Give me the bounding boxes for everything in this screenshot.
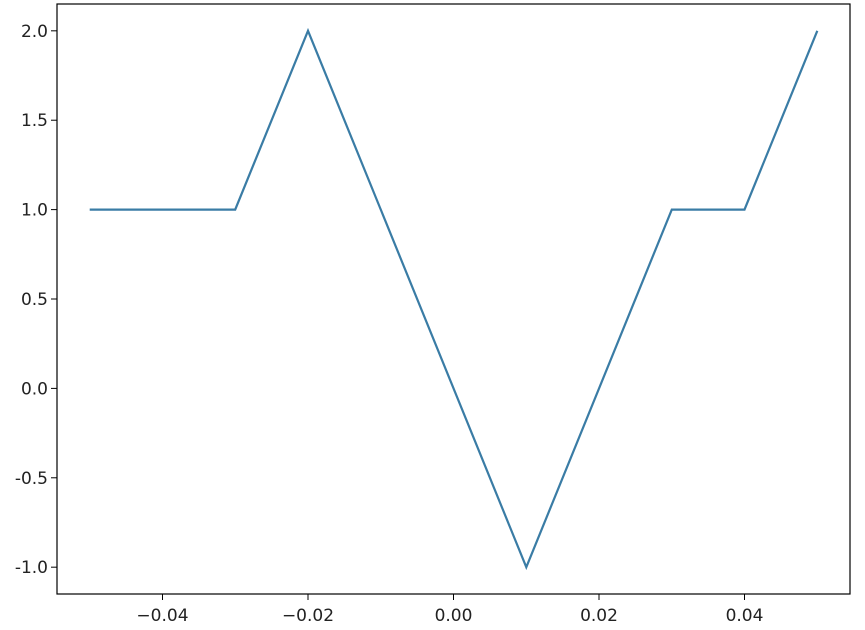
x-tick-label: 0.02 [580, 606, 618, 626]
x-tick-label: 0.04 [726, 606, 764, 626]
axes-frame [56, 3, 851, 595]
y-tick-label: 0.5 [21, 290, 48, 310]
x-tick-label: −0.02 [282, 606, 334, 626]
y-axis: -1.0 -0.5 0.0 0.5 1.0 1.5 2.0 [15, 22, 57, 578]
y-tick-label: 0.0 [21, 379, 48, 399]
y-tick-label: 2.0 [21, 22, 48, 42]
y-tick-label: 1.5 [21, 111, 48, 131]
x-tick-label: −0.04 [136, 606, 188, 626]
series-line [89, 27, 819, 571]
y-tick-label: -0.5 [15, 469, 48, 489]
y-tick-label: -1.0 [15, 558, 48, 578]
x-axis: −0.04 −0.02 0.00 0.02 0.04 [136, 594, 763, 626]
y-tick-label: 1.0 [21, 201, 48, 221]
plot-area [57, 4, 850, 594]
x-tick-label: 0.00 [435, 606, 473, 626]
